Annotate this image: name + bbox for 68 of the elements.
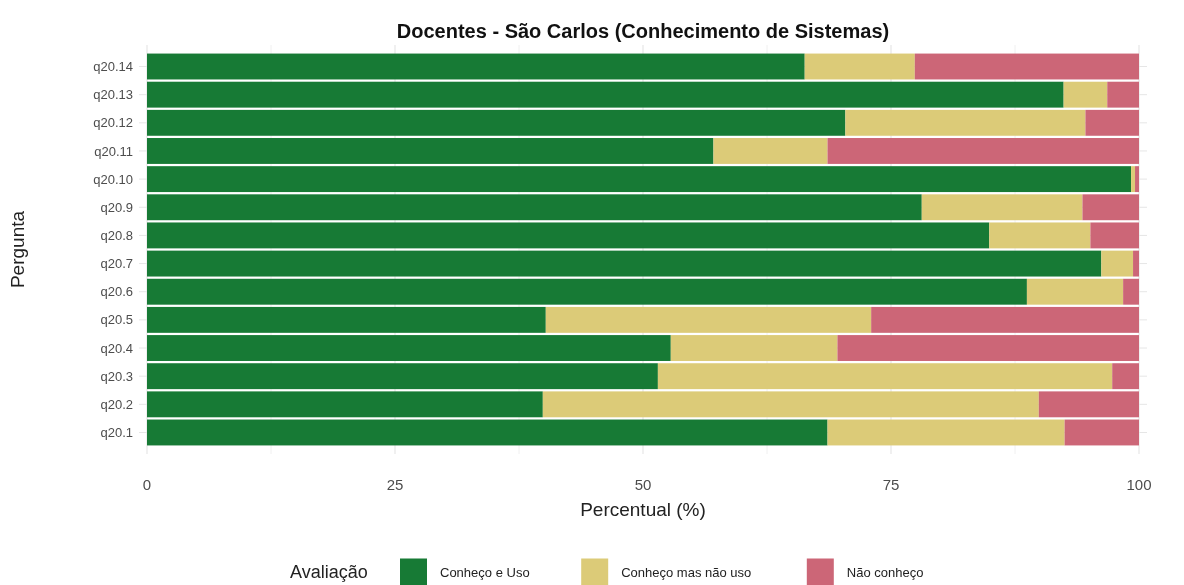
bar: [147, 363, 658, 390]
y-tick-label: q20.3: [100, 368, 133, 384]
x-axis-title: Percentual (%): [580, 499, 706, 520]
x-tick-label: 25: [386, 476, 404, 493]
bar: [545, 306, 872, 333]
bar: [147, 194, 922, 221]
bar: [147, 306, 546, 333]
bar: [670, 335, 838, 361]
y-tick-label: q20.5: [100, 312, 133, 328]
bar: [147, 335, 671, 361]
bar: [657, 363, 1113, 390]
legend-label: Conheço mas não uso: [621, 564, 752, 580]
bar: [147, 166, 1132, 193]
bar: [147, 109, 846, 136]
bar: [1026, 278, 1124, 305]
y-tick-label: q20.6: [100, 284, 133, 300]
bar: [147, 419, 828, 446]
bar: [147, 391, 543, 418]
bar: [147, 53, 805, 80]
bar: [1131, 166, 1136, 193]
bar: [837, 335, 1139, 361]
y-tick-label: q20.8: [100, 227, 133, 243]
bar: [542, 391, 1039, 418]
x-tick-label: 100: [1126, 476, 1152, 493]
bar: [147, 250, 1102, 277]
y-tick-label: q20.14: [93, 59, 133, 75]
y-axis-title: Pergunta: [7, 210, 28, 289]
bar: [1038, 391, 1139, 418]
bar: [914, 53, 1139, 80]
bar: [1133, 250, 1139, 277]
legend-label: Não conheço: [846, 564, 924, 580]
bar: [1135, 166, 1139, 193]
bar: [1063, 81, 1108, 108]
y-tick-label: q20.10: [93, 171, 133, 187]
bar: [827, 138, 1139, 164]
bar: [1064, 419, 1139, 446]
legend-title: Avaliação: [290, 562, 368, 582]
y-tick-label: q20.11: [94, 143, 133, 159]
chart-title: Docentes - São Carlos (Conhecimento de Sistemas): [396, 20, 890, 42]
y-tick-label: q20.9: [100, 199, 133, 215]
y-tick-label: q20.2: [100, 396, 133, 412]
bar: [1123, 278, 1139, 305]
y-tick-label: q20.13: [93, 87, 133, 103]
bar: [989, 222, 1091, 249]
bar: [1107, 81, 1139, 108]
bar: [147, 222, 990, 249]
bar: [804, 53, 915, 80]
bar: [827, 419, 1065, 446]
y-tick-label: q20.4: [100, 340, 133, 356]
bar: [1101, 250, 1134, 277]
bar: [713, 138, 828, 164]
x-tick-label: 0: [142, 476, 152, 493]
legend-label: Conheço e Uso: [440, 564, 530, 580]
bar: [921, 194, 1083, 221]
bar: [147, 81, 1064, 108]
y-tick-label: q20.7: [100, 256, 133, 272]
y-tick-label: q20.12: [93, 115, 133, 131]
bar: [1090, 222, 1139, 249]
y-tick-label: q20.1: [100, 425, 133, 441]
bar: [147, 278, 1027, 305]
bar: [871, 306, 1139, 333]
bar: [147, 138, 714, 164]
bar: [1085, 109, 1139, 136]
x-tick-label: 75: [882, 476, 900, 493]
x-tick-label: 50: [634, 476, 652, 493]
bar: [1082, 194, 1139, 221]
bar: [845, 109, 1086, 136]
bar: [1112, 363, 1139, 390]
